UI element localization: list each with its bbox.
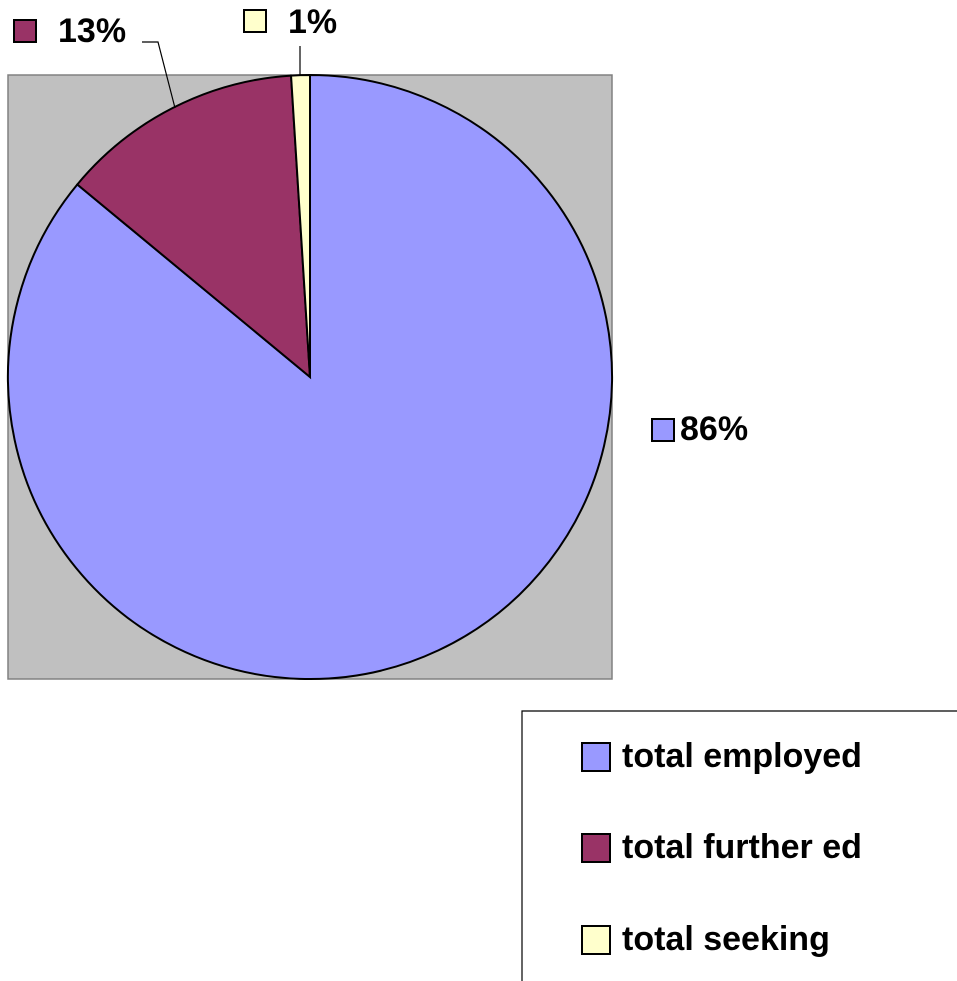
data-label: 1% <box>288 3 337 41</box>
legend-swatch <box>581 833 611 863</box>
data-label: 13% <box>58 12 126 50</box>
pie-slice <box>75 74 312 380</box>
label-swatch <box>651 418 675 442</box>
pie-slice <box>289 73 311 378</box>
label-swatch <box>13 19 37 43</box>
legend-swatch <box>581 742 611 772</box>
legend-label: total seeking <box>622 920 830 958</box>
pie <box>7 73 613 680</box>
legend-box <box>521 710 957 981</box>
label-swatch <box>243 9 267 33</box>
data-label: 86% <box>680 410 748 448</box>
legend-swatch <box>581 925 611 955</box>
legend-label: total employed <box>622 737 862 775</box>
leader-line <box>142 41 176 109</box>
legend-label: total further ed <box>622 828 862 866</box>
